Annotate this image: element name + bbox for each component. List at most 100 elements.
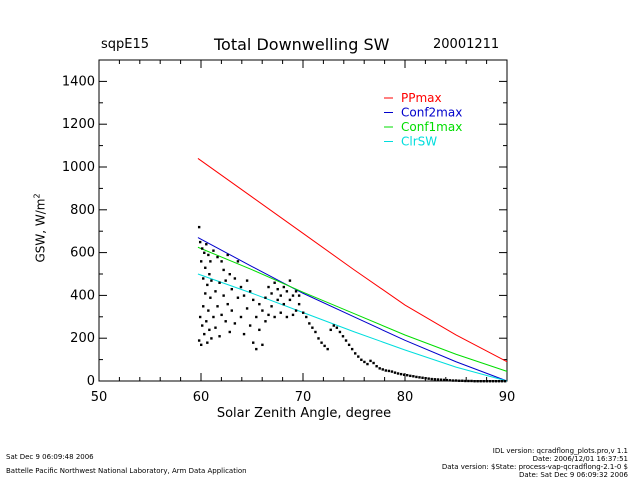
data-point	[267, 285, 270, 289]
data-point	[476, 380, 479, 383]
data-point	[314, 330, 317, 334]
y-tick-label: 400	[70, 288, 95, 303]
data-point	[248, 290, 252, 293]
data-point	[230, 309, 233, 312]
legend-label: ClrSW	[401, 135, 437, 149]
data-point	[239, 315, 243, 319]
x-tick-label: 60	[193, 390, 210, 405]
data-point	[297, 294, 301, 297]
data-point	[497, 380, 501, 383]
data-point	[308, 322, 311, 325]
data-point	[209, 260, 212, 263]
data-point	[212, 249, 215, 252]
data-point	[255, 315, 258, 319]
chart-title: Total Downwelling SW	[214, 35, 390, 54]
data-point	[216, 255, 219, 259]
data-point	[421, 376, 424, 379]
data-point	[424, 377, 427, 380]
data-point	[338, 330, 342, 334]
data-point	[291, 294, 295, 297]
data-point	[220, 260, 223, 263]
data-point	[218, 335, 221, 338]
data-point	[242, 294, 246, 297]
data-point	[230, 287, 233, 291]
data-point	[248, 324, 252, 327]
data-point	[363, 360, 366, 364]
data-point	[412, 375, 415, 378]
data-point	[445, 378, 449, 382]
data-point	[354, 352, 357, 355]
x-tick-label: 70	[295, 390, 312, 405]
data-point	[255, 347, 258, 351]
data-point	[285, 315, 289, 319]
y-tick-label: 1000	[62, 160, 95, 175]
data-point	[360, 358, 363, 361]
data-point	[332, 324, 335, 327]
data-point	[224, 320, 227, 323]
footer-data-version: Data version: $State: process-vap-qcradf…	[441, 463, 628, 471]
data-point	[279, 311, 282, 314]
data-point	[451, 379, 455, 382]
data-point	[393, 371, 397, 374]
data-point	[273, 315, 276, 319]
y-tick-label: 0	[87, 374, 95, 389]
footer-timestamp: Sat Dec 9 06:09:48 2006	[6, 453, 94, 461]
data-point	[242, 332, 246, 336]
data-point	[436, 378, 440, 381]
data-point	[329, 328, 332, 332]
data-point	[302, 311, 305, 314]
legend-label: PPmax	[401, 91, 442, 105]
data-point	[200, 343, 203, 347]
data-point	[252, 298, 255, 302]
data-point	[236, 260, 240, 263]
legend-label: Conf2max	[401, 106, 462, 120]
data-point	[208, 273, 211, 276]
data-point	[208, 328, 211, 332]
x-tick-label: 50	[91, 390, 108, 405]
data-point	[357, 355, 360, 358]
data-point	[245, 307, 249, 310]
data-point	[455, 379, 458, 382]
data-point	[503, 380, 507, 383]
series-line-clrsw	[197, 273, 508, 382]
footer-credit: Battelle Pacific Northwest National Labo…	[6, 467, 247, 475]
data-point	[202, 305, 205, 308]
data-point	[320, 341, 323, 344]
data-point	[305, 315, 308, 319]
data-point	[226, 302, 229, 306]
data-point	[239, 285, 243, 289]
data-point	[210, 279, 213, 282]
data-point	[500, 380, 504, 383]
data-point	[197, 339, 201, 342]
data-point	[439, 378, 443, 381]
data-point	[387, 369, 391, 373]
data-point	[291, 313, 295, 317]
data-point	[464, 379, 467, 383]
data-point	[220, 313, 223, 317]
data-point	[442, 378, 446, 382]
data-point	[448, 379, 452, 382]
data-point	[282, 285, 286, 289]
data-point	[205, 243, 208, 246]
data-point	[482, 380, 485, 383]
data-point	[216, 305, 219, 308]
data-point	[433, 378, 436, 381]
y-tick-label: 600	[70, 246, 95, 261]
footer-idl-version: IDL version: qcradflong_plots.pro,v 1.1	[492, 447, 628, 455]
data-point	[205, 320, 208, 323]
data-point	[384, 369, 388, 372]
data-point	[430, 377, 433, 381]
series-line-conf2max	[197, 237, 508, 382]
data-point	[207, 253, 210, 257]
data-point	[233, 277, 237, 280]
data-point	[288, 298, 292, 302]
data-point	[228, 330, 231, 334]
data-point	[494, 380, 498, 383]
data-point	[270, 292, 273, 295]
data-point	[470, 379, 473, 383]
data-point	[267, 313, 270, 317]
date-label: 20001211	[433, 37, 500, 52]
data-point	[491, 380, 495, 383]
data-point	[201, 247, 204, 250]
